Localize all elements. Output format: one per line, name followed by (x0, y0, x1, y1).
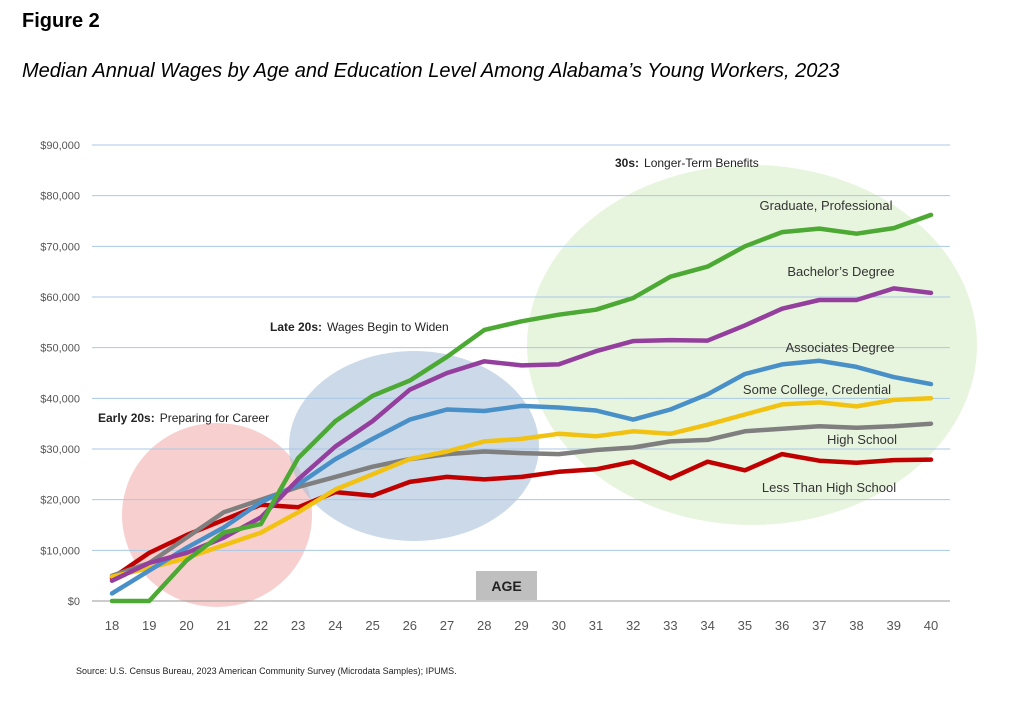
y-tick-label-9: $90,000 (40, 140, 80, 152)
x-tick-label-10: 28 (477, 618, 491, 633)
x-tick-label-0: 18 (105, 618, 119, 633)
annotation-bold-2: 30s: (615, 156, 639, 170)
series-line-1 (109, 421, 934, 578)
chart-title: Median Annual Wages by Age and Education… (22, 60, 840, 82)
x-tick-label-20: 38 (849, 618, 863, 633)
y-tick-label-7: $70,000 (40, 241, 80, 253)
x-tick-label-14: 32 (626, 618, 640, 633)
annotation-bold-0: Early 20s: (98, 411, 155, 425)
series-label-1: High School (827, 432, 897, 447)
series-line-3 (109, 358, 934, 596)
x-tick-label-1: 19 (142, 618, 156, 633)
source-note: Source: U.S. Census Bureau, 2023 America… (76, 666, 457, 676)
y-tick-label-6: $60,000 (40, 292, 80, 304)
x-tick-label-12: 30 (551, 618, 565, 633)
series-label-2: Some College, Credential (743, 382, 891, 397)
series-line-5 (109, 212, 934, 604)
y-tick-label-8: $80,000 (40, 191, 80, 203)
x-tick-label-11: 29 (514, 618, 528, 633)
x-tick-label-13: 31 (589, 618, 603, 633)
x-tick-label-19: 37 (812, 618, 826, 633)
x-tick-label-21: 39 (887, 618, 901, 633)
annotation-label-0: Early 20s: Preparing for Career (98, 411, 269, 425)
x-tick-label-7: 25 (365, 618, 379, 633)
annotation-label-2: 30s: Longer-Term Benefits (615, 156, 759, 170)
y-tick-label-3: $30,000 (40, 444, 80, 456)
x-tick-label-4: 22 (254, 618, 268, 633)
x-tick-label-16: 34 (700, 618, 714, 633)
series-label-4: Bachelor’s Degree (787, 264, 894, 279)
x-tick-label-15: 33 (663, 618, 677, 633)
annotation-bubble-2 (527, 165, 977, 525)
x-tick-label-18: 36 (775, 618, 789, 633)
y-tick-label-1: $10,000 (40, 545, 80, 557)
series-line-2 (109, 396, 934, 579)
figure-label: Figure 2 (22, 10, 100, 32)
annotation-text-0: Preparing for Career (160, 411, 269, 425)
x-tick-label-3: 21 (216, 618, 230, 633)
annotation-bold-1: Late 20s: (270, 320, 322, 334)
series-line-4 (109, 286, 934, 583)
series-label-3: Associates Degree (785, 340, 894, 355)
series-label-5: Graduate, Professional (760, 198, 893, 213)
x-tick-label-9: 27 (440, 618, 454, 633)
annotation-text-1: Wages Begin to Widen (327, 320, 449, 334)
x-axis-label: AGE (491, 578, 521, 594)
annotation-label-1: Late 20s: Wages Begin to Widen (270, 320, 449, 334)
y-tick-label-5: $50,000 (40, 343, 80, 355)
x-tick-label-6: 24 (328, 618, 342, 633)
x-axis-label-box (476, 571, 537, 600)
x-tick-label-17: 35 (738, 618, 752, 633)
y-tick-label-0: $0 (68, 596, 80, 608)
annotation-text-2: Longer-Term Benefits (644, 156, 759, 170)
y-tick-label-2: $20,000 (40, 495, 80, 507)
x-tick-label-2: 20 (179, 618, 193, 633)
x-tick-label-8: 26 (403, 618, 417, 633)
y-tick-label-4: $40,000 (40, 393, 80, 405)
x-tick-label-5: 23 (291, 618, 305, 633)
x-tick-label-22: 40 (924, 618, 938, 633)
series-label-0: Less Than High School (762, 480, 896, 495)
